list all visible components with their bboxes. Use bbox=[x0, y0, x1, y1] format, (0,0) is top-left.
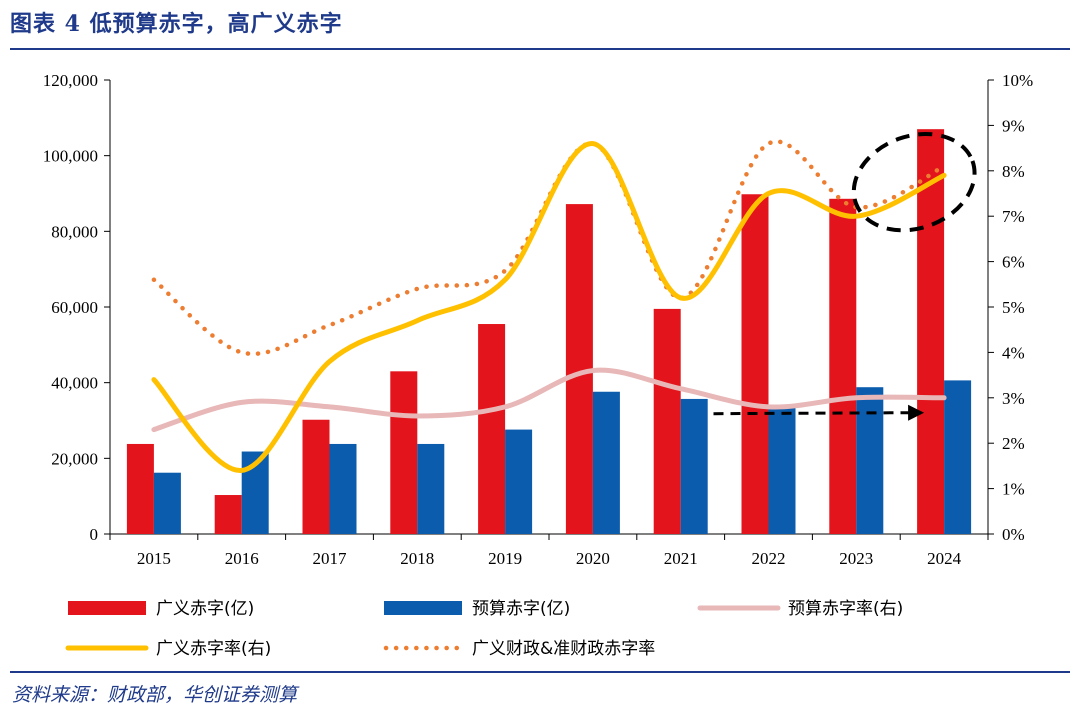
figure-title: 图表 4 低预算赤字，高广义赤字 bbox=[10, 11, 343, 37]
budget-deficit-bar bbox=[944, 380, 972, 534]
x-tick-label: 2019 bbox=[488, 549, 522, 568]
source-note: 资料来源：财政部，华创证券测算 bbox=[12, 684, 298, 706]
legend-swatch-broad-deficit bbox=[68, 601, 146, 615]
left-tick-label: 120,000 bbox=[43, 71, 98, 90]
budget-deficit-bar bbox=[680, 398, 708, 534]
legend-label: 预算赤字率(右) bbox=[788, 599, 903, 619]
right-tick-label: 2% bbox=[1002, 434, 1025, 453]
right-tick-label: 6% bbox=[1002, 253, 1025, 272]
left-tick-label: 100,000 bbox=[43, 147, 98, 166]
top-rule bbox=[10, 48, 1070, 50]
right-tick-label: 0% bbox=[1002, 525, 1025, 544]
left-tick-label: 40,000 bbox=[51, 374, 98, 393]
x-tick-label: 2016 bbox=[225, 549, 259, 568]
x-tick-label: 2023 bbox=[839, 549, 873, 568]
broad-rate-line bbox=[151, 141, 947, 473]
figure-header: 图表 4 低预算赤字，高广义赤字 bbox=[10, 4, 1070, 44]
budget-deficit-bar bbox=[856, 387, 884, 534]
broad-deficit-bar bbox=[478, 324, 506, 534]
x-tick-label: 2021 bbox=[664, 549, 698, 568]
deficit-chart: 0 20,000 40,000 60,000 80,000 100,000 120,000 0… bbox=[43, 71, 1033, 659]
right-tick-label: 9% bbox=[1002, 116, 1025, 135]
left-tick-label: 0 bbox=[90, 525, 99, 544]
x-tick-label: 2017 bbox=[313, 549, 348, 568]
quasi-rate-dotted-line bbox=[151, 139, 947, 357]
dashed-ellipse-annotation bbox=[851, 132, 977, 233]
arrow-head bbox=[908, 404, 925, 421]
left-tick-label: 60,000 bbox=[51, 298, 98, 317]
legend-label: 广义赤字率(右) bbox=[156, 639, 271, 659]
x-tick-label: 2015 bbox=[137, 549, 171, 568]
x-tick-label: 2020 bbox=[576, 549, 610, 568]
right-tick-label: 7% bbox=[1002, 207, 1025, 226]
broad-deficit-bar bbox=[829, 198, 857, 534]
right-tick-label: 4% bbox=[1002, 343, 1025, 362]
legend-label: 广义赤字(亿) bbox=[156, 599, 254, 619]
budget-rate-line bbox=[151, 367, 947, 433]
broad-deficit-bar bbox=[390, 371, 418, 534]
broad-deficit-bar bbox=[302, 419, 330, 534]
legend-label: 预算赤字(亿) bbox=[472, 599, 570, 619]
legend-label: 广义财政&准财政赤字率 bbox=[472, 639, 655, 659]
budget-deficit-bar bbox=[153, 472, 181, 534]
x-tick-label: 2018 bbox=[400, 549, 434, 568]
right-tick-label: 3% bbox=[1002, 389, 1025, 408]
budget-deficit-bar bbox=[768, 406, 796, 534]
bottom-rule bbox=[10, 671, 1070, 673]
left-tick-label: 80,000 bbox=[51, 222, 98, 241]
broad-deficit-bar bbox=[917, 129, 945, 534]
right-tick-label: 5% bbox=[1002, 298, 1025, 317]
broad-deficit-bar bbox=[126, 443, 154, 534]
right-tick-label: 8% bbox=[1002, 162, 1025, 181]
budget-deficit-bar bbox=[417, 443, 445, 534]
x-tick-label: 2022 bbox=[752, 549, 786, 568]
broad-deficit-bar bbox=[653, 308, 681, 534]
broad-deficit-bar bbox=[741, 194, 769, 535]
broad-deficit-bar bbox=[214, 495, 242, 534]
right-tick-label: 1% bbox=[1002, 480, 1025, 499]
left-tick-label: 20,000 bbox=[51, 449, 98, 468]
legend-swatch-budget-deficit bbox=[384, 601, 462, 615]
budget-deficit-bar bbox=[592, 391, 620, 534]
x-tick-label: 2024 bbox=[927, 549, 962, 568]
budget-deficit-bar bbox=[329, 443, 357, 534]
right-tick-label: 10% bbox=[1002, 71, 1033, 90]
budget-deficit-bar bbox=[505, 429, 533, 534]
